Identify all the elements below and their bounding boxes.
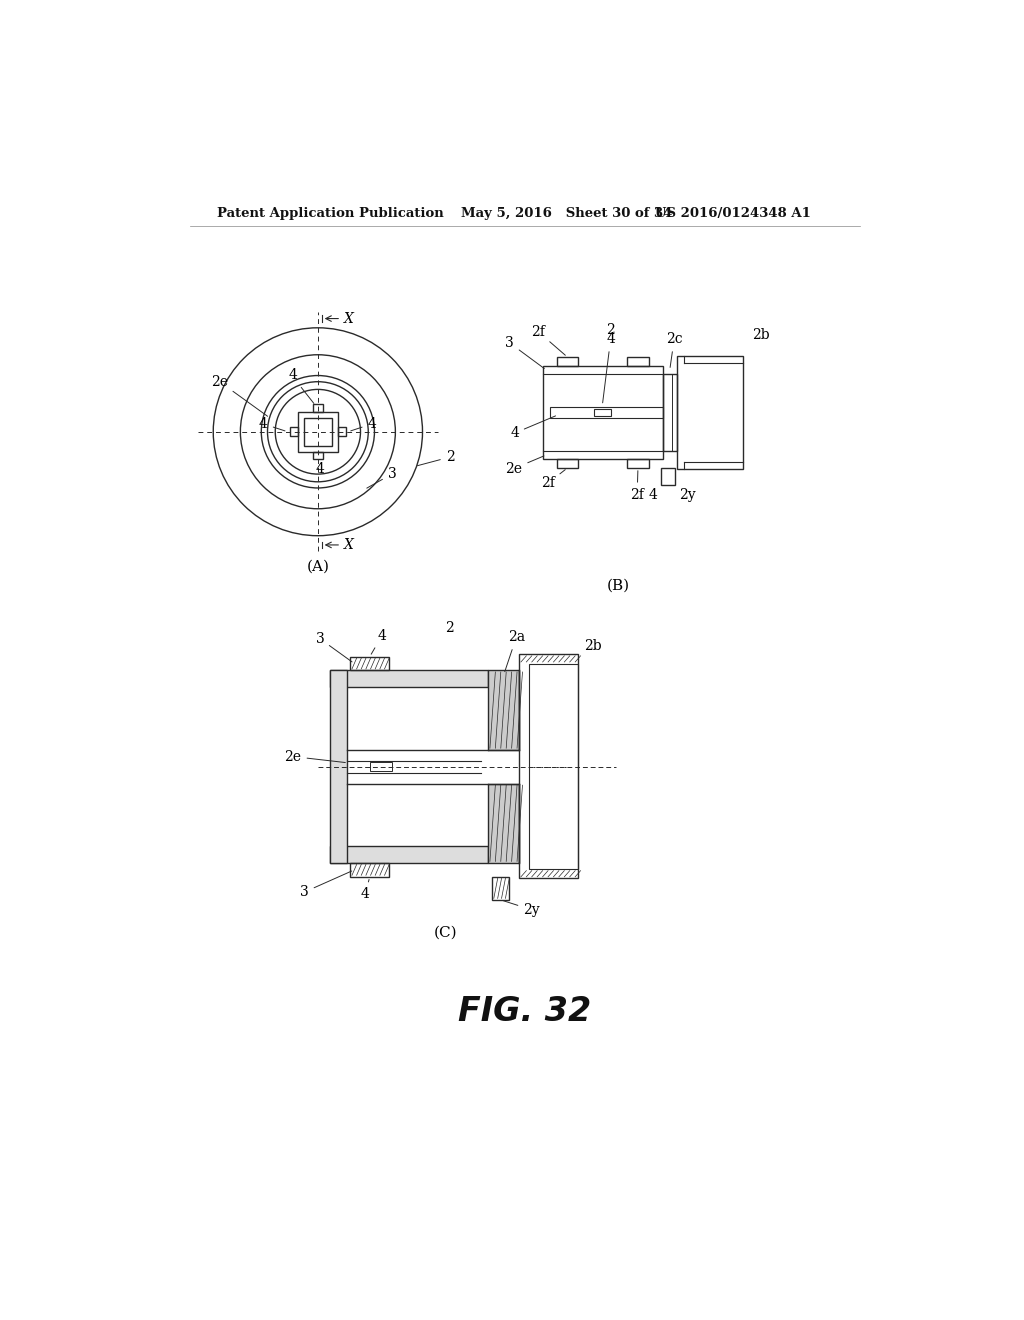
Text: 2f: 2f [531,325,565,355]
Text: 4: 4 [360,879,370,902]
Text: 3: 3 [300,871,352,899]
Bar [594,409,611,416]
Bar [313,404,323,412]
Bar [304,418,332,446]
Text: (C): (C) [434,925,458,940]
Bar [290,428,298,437]
Text: 2: 2 [605,323,614,337]
Bar [298,412,338,451]
Bar [662,469,675,484]
Text: 3: 3 [506,337,545,368]
Bar [330,671,488,688]
Text: 4: 4 [289,368,313,404]
Bar [313,451,323,459]
Text: 2: 2 [418,450,455,466]
Text: X: X [344,312,354,326]
Bar [627,459,649,469]
Bar [350,863,389,876]
Text: 4: 4 [649,488,657,502]
Text: 2f: 2f [630,471,644,502]
Text: 2f: 2f [541,470,565,490]
Bar [557,459,579,469]
Text: 2b: 2b [584,639,601,653]
Text: 2b: 2b [752,327,769,342]
Text: US 2016/0124348 A1: US 2016/0124348 A1 [655,207,811,220]
Text: 4: 4 [351,417,377,430]
Text: 4: 4 [510,416,556,440]
Bar [627,358,649,367]
Text: FIG. 32: FIG. 32 [458,995,592,1028]
Text: 3: 3 [315,632,352,661]
Bar [519,655,578,878]
Text: 2e: 2e [211,375,267,416]
Text: 4: 4 [315,462,325,477]
Text: (B): (B) [607,578,630,593]
Bar [528,664,578,869]
Bar [488,784,519,863]
Bar [557,358,579,367]
Text: 4: 4 [259,417,285,430]
Bar [663,374,677,451]
Text: 2c: 2c [666,333,682,367]
Text: Patent Application Publication: Patent Application Publication [217,207,443,220]
Text: 2e: 2e [285,750,345,763]
Bar [330,671,346,863]
Text: May 5, 2016   Sheet 30 of 34: May 5, 2016 Sheet 30 of 34 [461,207,673,220]
Text: (A): (A) [306,560,330,573]
Bar [330,846,488,863]
Bar [338,428,346,437]
Text: 2: 2 [445,620,454,635]
Bar [488,671,519,750]
Text: 3: 3 [367,467,396,488]
Text: 4: 4 [603,333,615,403]
Text: 2y: 2y [679,488,695,502]
Bar [370,762,391,771]
Text: 2a: 2a [505,630,525,672]
Text: 2y: 2y [504,900,540,917]
Bar [350,656,389,671]
Bar [550,407,663,418]
Bar [543,367,663,459]
Text: 2e: 2e [506,455,544,475]
Bar [493,876,509,900]
Text: 4: 4 [371,628,386,655]
Text: X: X [344,539,354,552]
Bar [677,355,742,470]
